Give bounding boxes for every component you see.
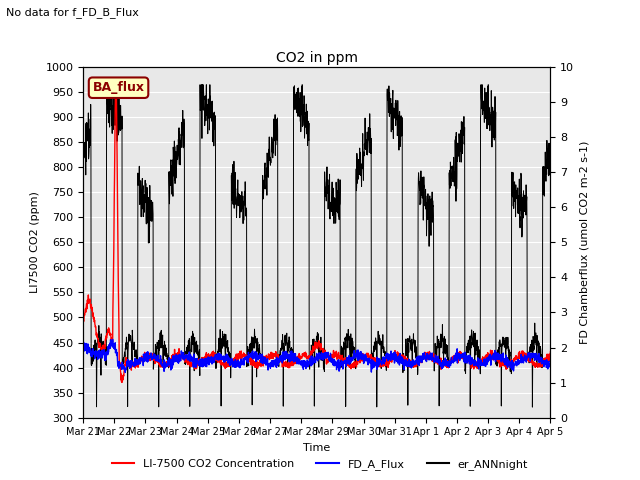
X-axis label: Time: Time [303,443,330,453]
Title: CO2 in ppm: CO2 in ppm [276,51,358,65]
Legend: LI-7500 CO2 Concentration, FD_A_Flux, er_ANNnight: LI-7500 CO2 Concentration, FD_A_Flux, er… [108,455,532,474]
Y-axis label: FD Chamberflux (umol CO2 m-2 s-1): FD Chamberflux (umol CO2 m-2 s-1) [580,141,589,344]
Text: BA_flux: BA_flux [93,81,145,94]
Text: No data for f_FD_B_Flux: No data for f_FD_B_Flux [6,7,140,18]
Y-axis label: LI7500 CO2 (ppm): LI7500 CO2 (ppm) [30,192,40,293]
